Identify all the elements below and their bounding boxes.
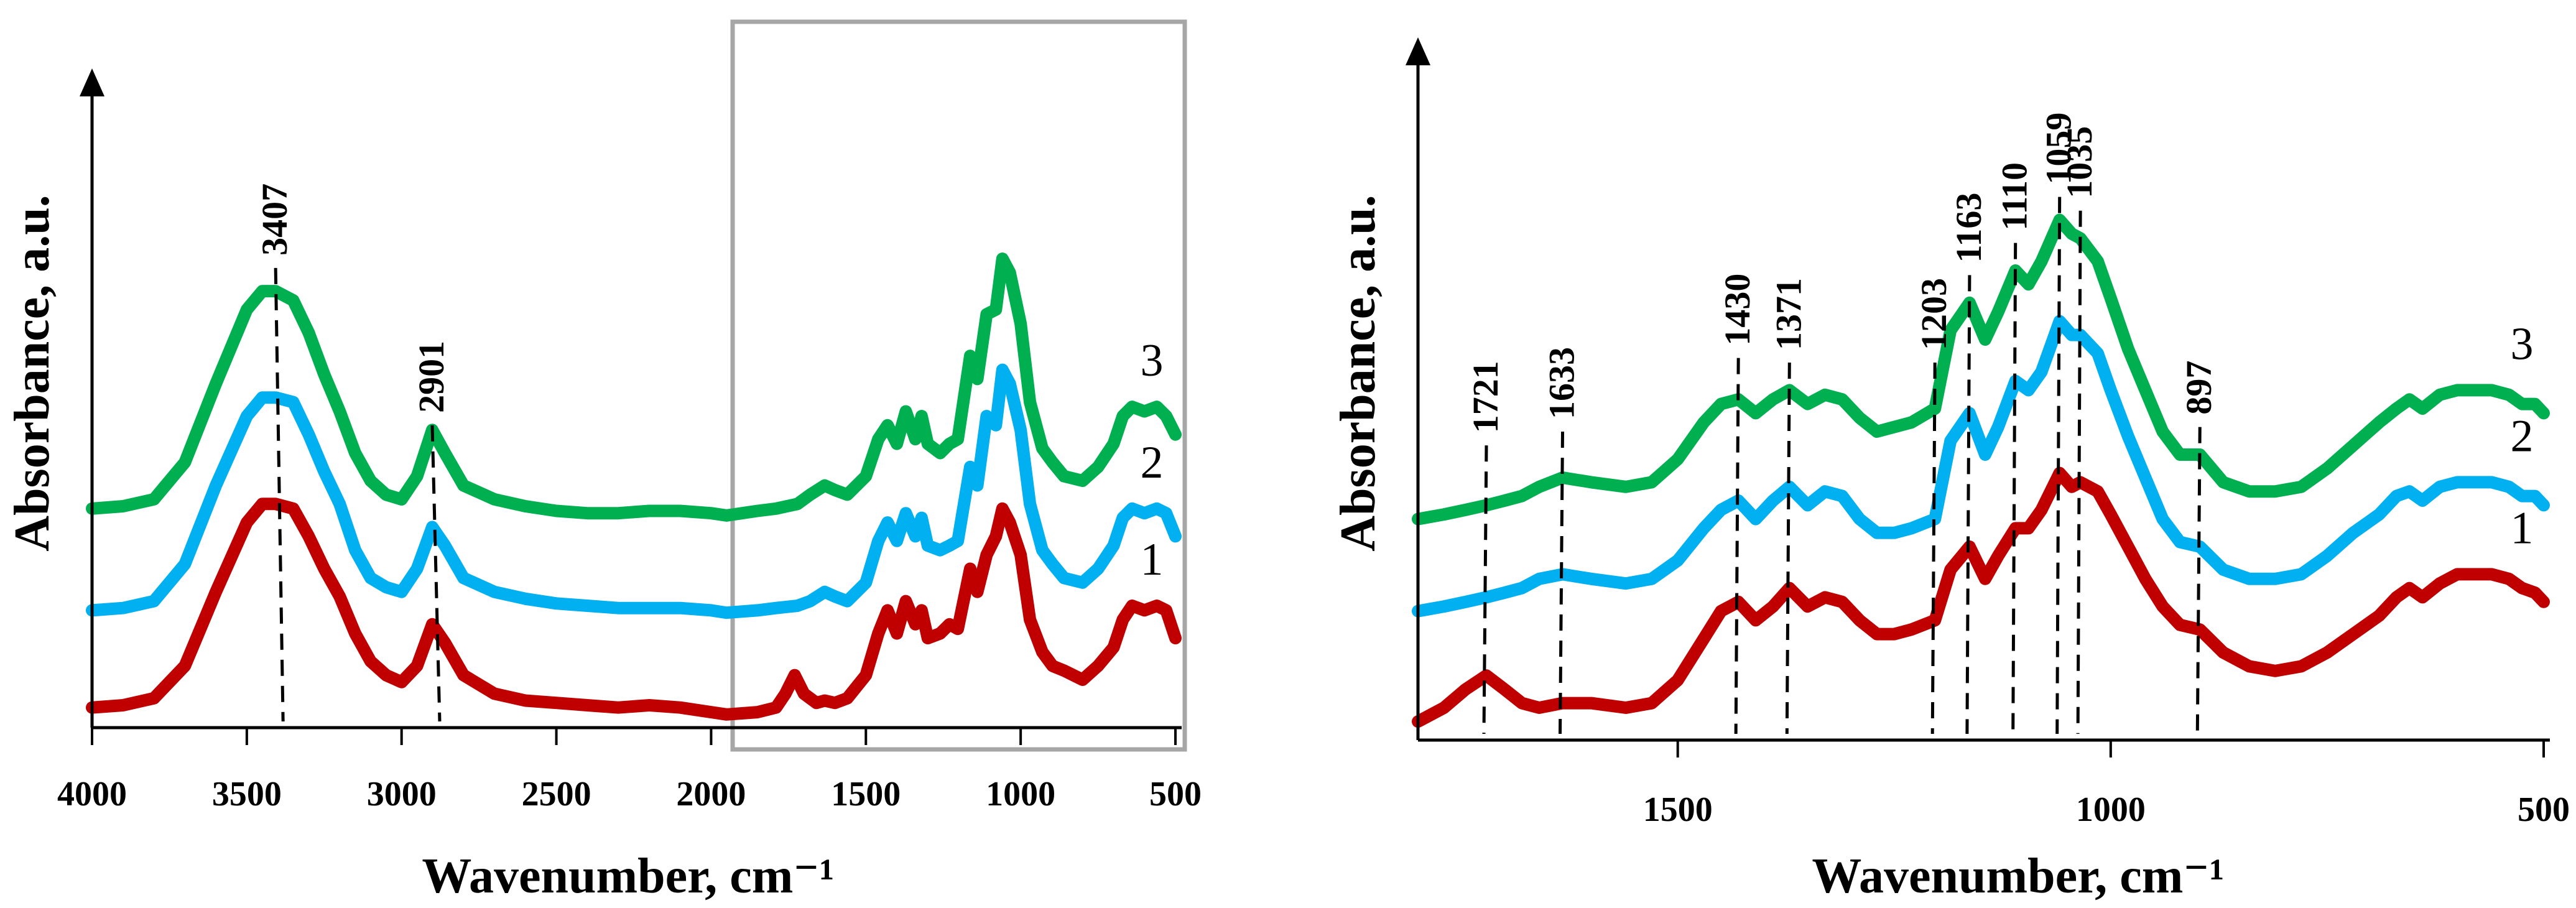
peak-label-1163: 1163 [1948, 193, 1989, 263]
right-panel: 1500 1000 500 1721 1633 1430 1371 1203 1163 1110… [1331, 37, 2570, 904]
x-tick-label: 3500 [212, 775, 282, 813]
left-y-axis-title: Absorbance, a.u. [5, 195, 60, 551]
left-curves [86, 252, 1182, 721]
peak-line-1110 [2011, 243, 2018, 734]
peak-line-1163 [1965, 275, 1971, 734]
peak-line-897 [2195, 427, 2202, 734]
peak-line-1430 [1734, 358, 1740, 734]
series-2-label: 2 [1141, 437, 1164, 488]
peak-line-1035 [2076, 210, 2082, 734]
peak-label-1035: 1035 [2059, 126, 2100, 198]
series-1-label: 1 [1141, 534, 1164, 585]
peak-line-1059 [2055, 197, 2062, 734]
series-1-line [86, 498, 1182, 721]
peak-label-1430: 1430 [1717, 274, 1758, 346]
right-axes [1406, 37, 2550, 742]
left-x-axis-title: Wavenumber, cm⁻¹ [422, 849, 834, 904]
x-tick-label: 1500 [831, 775, 901, 813]
right-x-ticks: 1500 1000 500 [1643, 740, 2570, 829]
series-3-label: 3 [2511, 318, 2534, 369]
highlight-box [730, 19, 1187, 752]
series-3-line [86, 252, 1182, 522]
series-3-line [1412, 213, 2550, 526]
x-tick-label: 500 [2518, 790, 2570, 829]
right-curves [1412, 213, 2550, 728]
x-tick-label: 2500 [522, 775, 591, 813]
right-x-axis-title: Wavenumber, cm⁻¹ [1812, 849, 2224, 904]
right-peak-lines [1482, 197, 2202, 734]
left-peak-lines [274, 267, 442, 722]
series-3-label: 3 [1141, 335, 1164, 386]
x-tick-label: 4000 [57, 775, 127, 813]
peak-label-897: 897 [2179, 361, 2219, 415]
x-tick-label: 1500 [1643, 790, 1713, 829]
series-1-line [1412, 466, 2550, 728]
peak-line-1371 [1785, 362, 1791, 734]
series-2-label: 2 [2511, 410, 2534, 461]
peak-line-1721 [1482, 445, 1488, 734]
x-tick-label: 1000 [986, 775, 1055, 813]
left-panel: 4000 3500 3000 2500 2000 1500 1000 500 3407 2901… [5, 19, 1202, 904]
left-x-ticks: 4000 3500 3000 2500 2000 1500 1000 500 [57, 728, 1202, 813]
x-tick-label: 2000 [676, 775, 746, 813]
x-tick-label: 500 [1149, 775, 1202, 813]
peak-label-1721: 1721 [1465, 361, 1506, 433]
x-tick-label: 1000 [2076, 790, 2146, 829]
x-tick-label: 3000 [367, 775, 437, 813]
left-curve-labels: 1 2 3 [1141, 335, 1164, 585]
peak-label-2901: 2901 [411, 341, 452, 413]
peak-label-1203: 1203 [1914, 278, 1954, 350]
peak-label-1110: 1110 [1995, 162, 2035, 231]
peak-label-3407: 3407 [254, 183, 295, 256]
peak-label-1633: 1633 [1542, 347, 1582, 419]
left-axes [80, 68, 1182, 730]
peak-label-1371: 1371 [1768, 278, 1809, 350]
left-peak-labels: 3407 2901 [254, 183, 452, 413]
peak-line-2901 [430, 425, 442, 722]
peak-line-3407 [274, 267, 285, 722]
peak-line-1203 [1930, 362, 1937, 734]
right-curve-labels: 1 2 3 [2511, 318, 2534, 554]
series-2-line [86, 363, 1182, 619]
left-y-axis-arrow-icon [80, 68, 104, 96]
right-y-axis-title: Absorbance, a.u. [1331, 195, 1386, 551]
series-1-label: 1 [2511, 503, 2534, 554]
peak-label-1059: 1059 [2039, 113, 2079, 185]
right-y-axis-arrow-icon [1406, 37, 1430, 65]
